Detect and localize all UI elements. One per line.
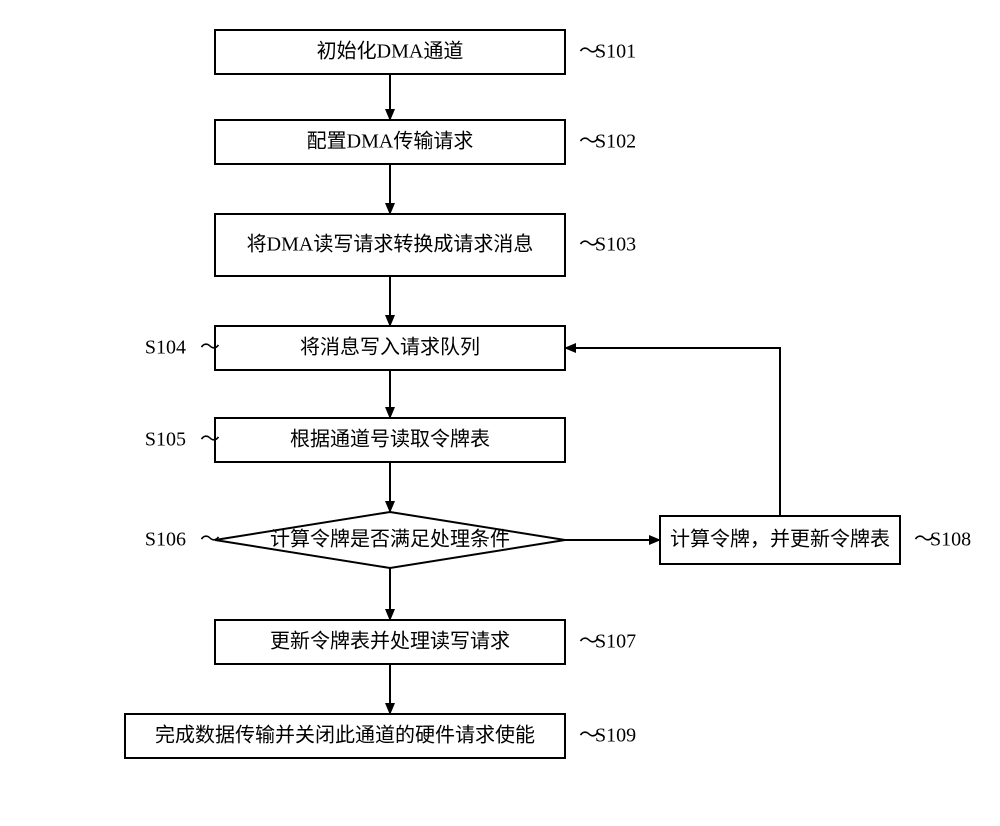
step-label-n106: S106 bbox=[145, 529, 186, 551]
step-label-n108: S108 bbox=[930, 529, 971, 551]
edges bbox=[390, 74, 780, 714]
node-label-n102: 配置DMA传输请求 bbox=[307, 130, 474, 153]
tilde-n105: ～ bbox=[200, 429, 220, 451]
step-label-n104: S104 bbox=[145, 337, 186, 359]
node-label-n104: 将消息写入请求队列 bbox=[300, 336, 480, 359]
step-label-n105: S105 bbox=[145, 429, 186, 451]
node-label-n105: 根据通道号读取令牌表 bbox=[290, 428, 490, 451]
node-label-n106: 计算令牌是否满足处理条件 bbox=[270, 528, 510, 551]
tilde-n104: ～ bbox=[200, 337, 220, 359]
node-label-n109: 完成数据传输并关闭此通道的硬件请求使能 bbox=[155, 724, 535, 747]
step-label-n109: S109 bbox=[595, 725, 636, 747]
node-label-n108: 计算令牌，并更新令牌表 bbox=[670, 528, 890, 551]
nodes: 初始化DMA通道配置DMA传输请求将DMA读写请求转换成请求消息将消息写入请求队… bbox=[125, 30, 900, 758]
step-label-n107: S107 bbox=[595, 631, 636, 653]
node-label-n103: 将DMA读写请求转换成请求消息 bbox=[247, 233, 534, 256]
tilde-n106: ～ bbox=[200, 529, 220, 551]
edge-n108-n104 bbox=[565, 348, 780, 516]
flowchart: 初始化DMA通道配置DMA传输请求将DMA读写请求转换成请求消息将消息写入请求队… bbox=[0, 0, 1000, 826]
step-label-n101: S101 bbox=[595, 41, 636, 63]
node-label-n101: 初始化DMA通道 bbox=[317, 40, 464, 63]
step-label-n102: S102 bbox=[595, 131, 636, 153]
step-label-n103: S103 bbox=[595, 234, 636, 256]
node-label-n107: 更新令牌表并处理读写请求 bbox=[270, 630, 510, 653]
